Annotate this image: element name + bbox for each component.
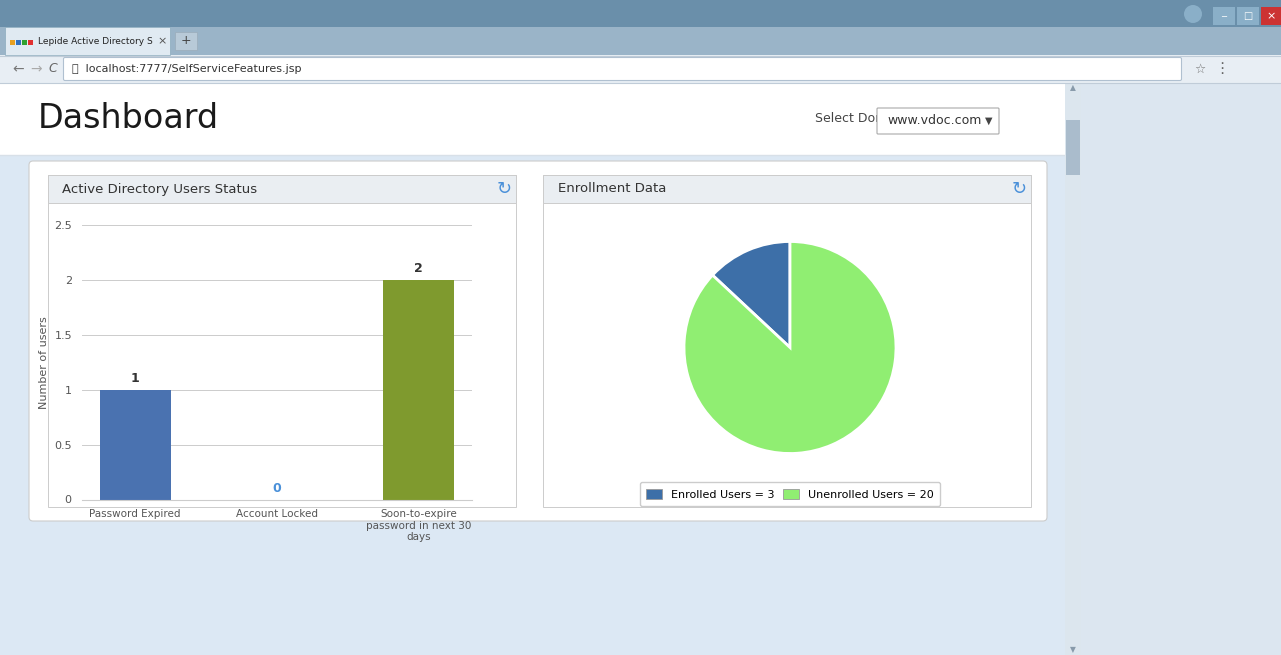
Text: C: C [49, 62, 58, 75]
Text: 1: 1 [131, 371, 140, 384]
Bar [383, 280, 455, 500]
FancyBboxPatch shape [29, 161, 1047, 521]
Text: Lepide Active Directory S: Lepide Active Directory S [38, 37, 152, 45]
Bar [10, 40, 15, 45]
Text: →: → [31, 62, 42, 76]
Text: ↻: ↻ [1012, 180, 1026, 198]
Text: ×: × [158, 36, 167, 46]
Legend: Enrolled Users = 3, Unenrolled Users = 20: Enrolled Users = 3, Unenrolled Users = 2… [639, 482, 940, 506]
Bar [0, 0, 1281, 27]
Bar [0, 55, 1281, 83]
Text: ⓘ  localhost:7777/SelfServiceFeatures.jsp: ⓘ localhost:7777/SelfServiceFeatures.jsp [72, 64, 301, 74]
Text: 0: 0 [273, 481, 282, 495]
Bar [100, 390, 170, 500]
Text: Dashboard: Dashboard [38, 102, 219, 136]
FancyBboxPatch shape [47, 175, 516, 507]
Text: ☆: ☆ [1194, 62, 1205, 75]
Text: ▼: ▼ [1070, 645, 1076, 654]
Bar [28, 40, 33, 45]
Text: 2: 2 [415, 261, 423, 274]
Text: ▼: ▼ [985, 116, 993, 126]
Text: +: + [181, 35, 191, 48]
FancyBboxPatch shape [64, 58, 1181, 81]
FancyBboxPatch shape [877, 108, 999, 134]
Bar [0, 83, 1065, 655]
Bar [5, 27, 170, 55]
Y-axis label: Number of users: Number of users [38, 316, 49, 409]
Text: ×: × [1267, 11, 1276, 21]
Circle shape [1184, 5, 1202, 23]
Bar [1237, 7, 1259, 25]
Bar [0, 27, 1281, 55]
Bar [543, 175, 1031, 203]
Text: ▲: ▲ [1070, 83, 1076, 92]
Bar [0, 83, 1065, 155]
Bar [15, 40, 20, 45]
Wedge shape [712, 242, 790, 348]
Wedge shape [684, 242, 895, 453]
FancyBboxPatch shape [543, 175, 1031, 507]
Bar [1066, 120, 1080, 175]
Bar [22, 40, 27, 45]
Text: ─: ─ [1222, 12, 1226, 20]
Text: ⋮: ⋮ [1214, 62, 1230, 77]
Text: Enrollment Data: Enrollment Data [559, 183, 666, 195]
Text: Select Domain:: Select Domain: [815, 113, 911, 126]
Text: www.vdoc.com: www.vdoc.com [886, 115, 981, 128]
Text: ←: ← [13, 62, 24, 76]
Text: ↻: ↻ [497, 180, 511, 198]
Bar [1261, 7, 1281, 25]
Text: Active Directory Users Status: Active Directory Users Status [61, 183, 257, 195]
Text: 0: 0 [64, 495, 72, 505]
Bar [175, 32, 197, 50]
Text: □: □ [1244, 11, 1253, 21]
Bar [47, 175, 516, 203]
Bar [1065, 83, 1081, 655]
Bar [1213, 7, 1235, 25]
